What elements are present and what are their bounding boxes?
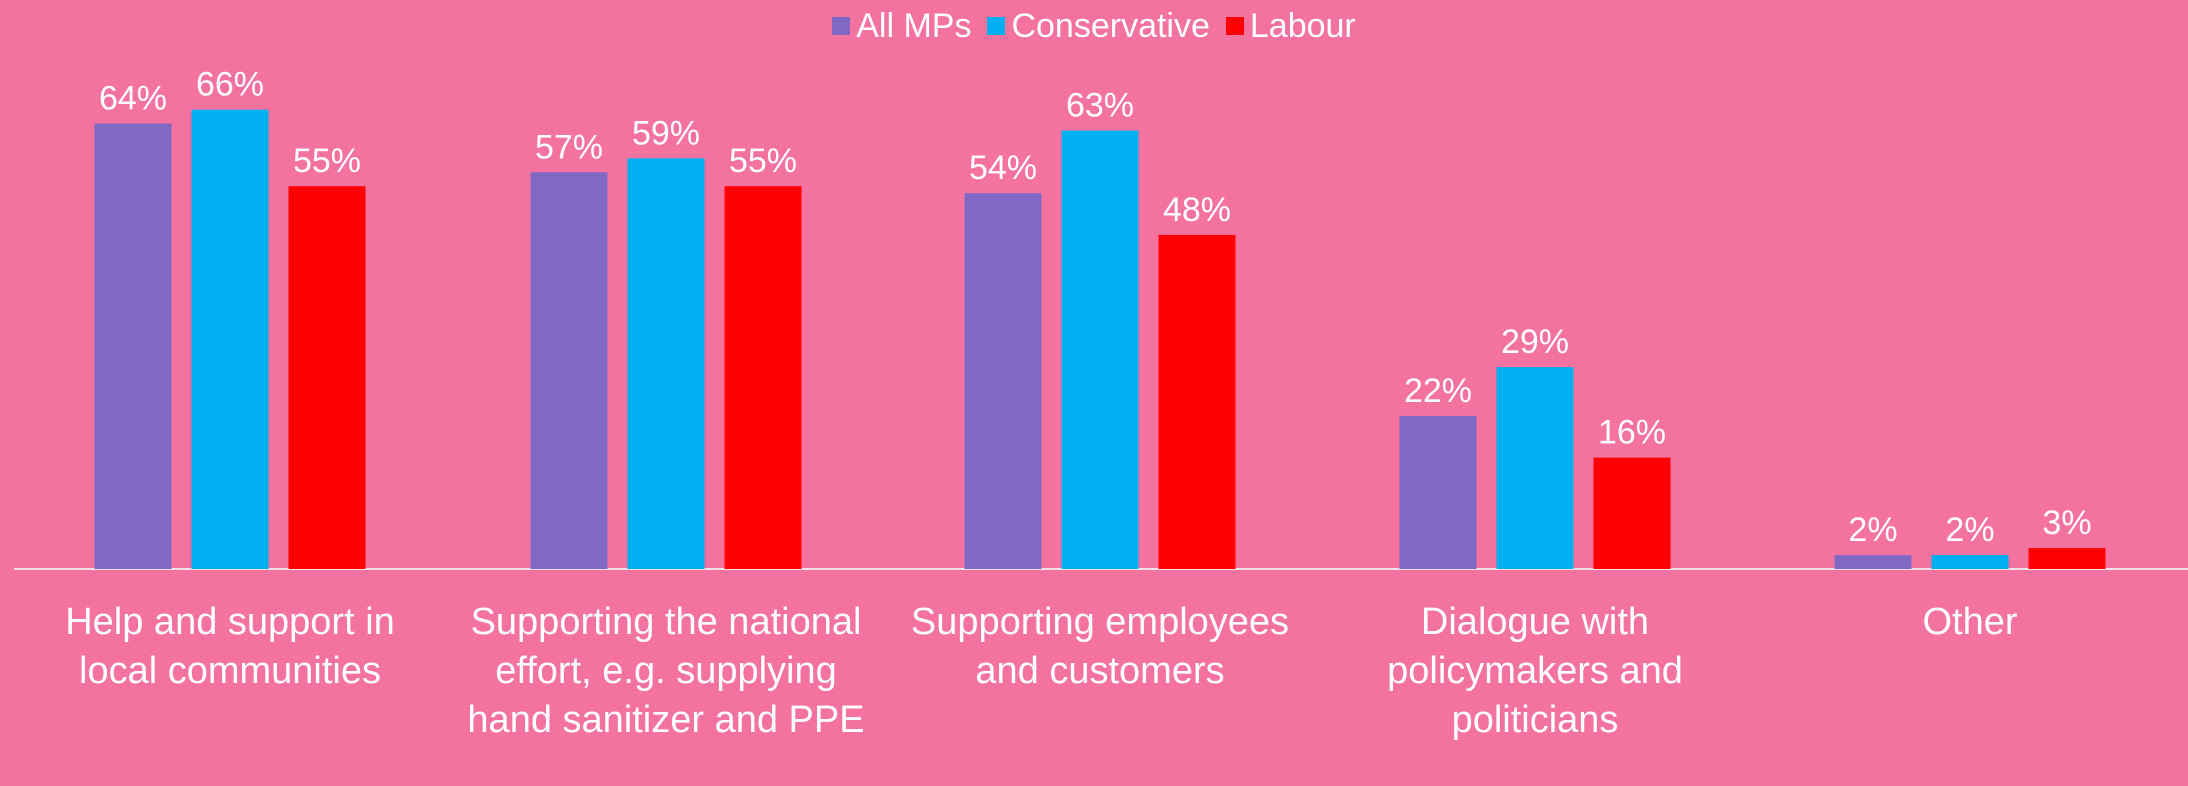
- bar: [1496, 367, 1574, 569]
- bar: [1399, 415, 1477, 569]
- legend-item: Conservative: [987, 4, 1210, 48]
- data-label: 55%: [729, 142, 797, 180]
- bar: [964, 193, 1042, 569]
- data-label: 64%: [99, 80, 167, 118]
- bar: [191, 109, 269, 569]
- category-label: Supporting the national effort, e.g. sup…: [467, 601, 865, 741]
- bar: [288, 186, 366, 569]
- legend-label: Labour: [1249, 7, 1356, 45]
- data-label: 63%: [1066, 87, 1134, 125]
- data-label: 2%: [1848, 511, 1897, 549]
- category-label: Help and support in local communities: [65, 601, 395, 692]
- bar: [2028, 548, 2106, 569]
- data-label: 22%: [1404, 372, 1472, 410]
- legend: All MPs Conservative Labour: [0, 4, 2188, 48]
- bar: [94, 123, 172, 569]
- bar: [1158, 234, 1236, 570]
- data-label: 55%: [293, 142, 361, 180]
- data-label: 59%: [632, 114, 700, 152]
- legend-swatch: [1225, 17, 1244, 35]
- bar: [530, 172, 608, 569]
- legend-label: All MPs: [856, 7, 972, 45]
- data-label: 16%: [1598, 414, 1666, 452]
- data-label: 3%: [2042, 504, 2091, 542]
- data-label: 54%: [969, 149, 1037, 187]
- bar: [1593, 457, 1671, 569]
- category-label: Dialogue with policymakers and politicia…: [1387, 601, 1683, 741]
- legend-item: Labour: [1225, 4, 1356, 48]
- bar: [1834, 555, 1912, 569]
- bar: [724, 186, 802, 569]
- legend-label: Conservative: [1011, 7, 1210, 45]
- legend-item: All MPs: [832, 4, 971, 48]
- bar: [1931, 555, 2009, 569]
- legend-swatch: [987, 17, 1006, 35]
- legend-swatch: [832, 17, 851, 35]
- category-label: Supporting employees and customers: [910, 601, 1290, 692]
- data-label: 48%: [1163, 191, 1231, 229]
- data-label: 29%: [1501, 323, 1569, 361]
- data-label: 57%: [535, 128, 603, 166]
- data-label: 2%: [1945, 511, 1994, 549]
- category-label: Other: [1922, 601, 2018, 643]
- data-label: 66%: [196, 66, 264, 104]
- bar: [1061, 130, 1139, 569]
- bar: [627, 158, 705, 570]
